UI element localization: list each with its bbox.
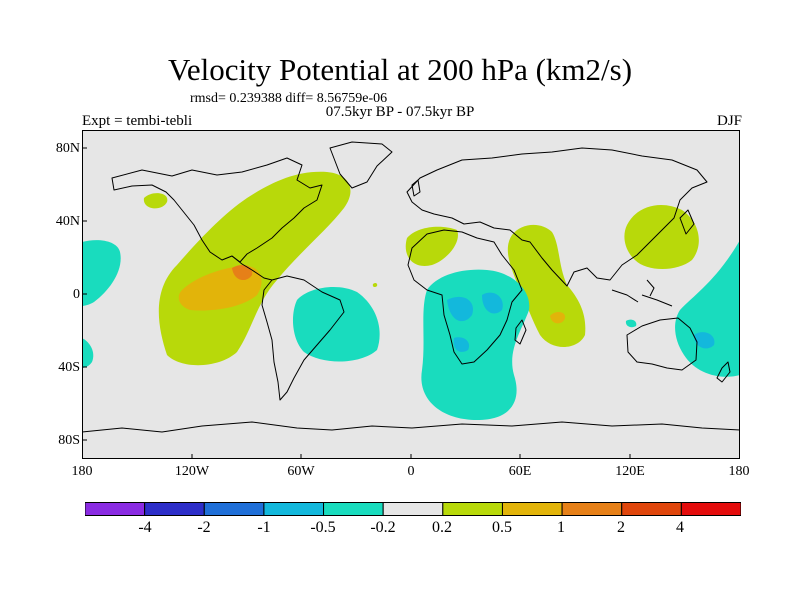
colorbar-box-2 xyxy=(203,502,265,516)
lon-label-60e: 60E xyxy=(508,464,532,479)
lon-label-0: 0 xyxy=(407,464,415,479)
coastline-greenland xyxy=(329,141,393,189)
colorbar-label-4: 4 xyxy=(676,519,684,536)
colorbar-box-3 xyxy=(263,502,325,516)
colorbar-box-0 xyxy=(85,502,146,516)
anomaly-region-south-america xyxy=(292,286,380,362)
coastline-maritime-continent xyxy=(611,279,673,307)
colorbar-box-8 xyxy=(561,502,623,516)
lat-label-80s: 80S xyxy=(58,433,80,448)
coastline-south-america xyxy=(261,275,345,401)
colorbar-box-1 xyxy=(144,502,205,516)
colorbar-label-0-5: 0.5 xyxy=(492,519,512,536)
colorbar-label-neg0-5: -0.5 xyxy=(310,519,336,536)
lat-label-0: 0 xyxy=(73,287,80,302)
colorbar-label-neg0-2: -0.2 xyxy=(370,519,396,536)
colorbar-box-7 xyxy=(501,502,563,516)
colorbar-label-neg4: -4 xyxy=(138,519,152,536)
coastline-uk xyxy=(411,179,421,197)
coastline-africa xyxy=(407,229,523,365)
coastline-north-america xyxy=(111,157,323,263)
anomaly-region-africa-south xyxy=(453,337,470,352)
coastline-japan xyxy=(679,209,695,235)
map-title: Velocity Potential at 200 hPa (km2/s) xyxy=(167,52,633,87)
anomaly-region-central-america-core xyxy=(232,264,253,281)
colorbar xyxy=(85,502,741,516)
colorbar-box-9 xyxy=(621,502,682,516)
colorbar-box-4 xyxy=(323,502,384,516)
lon-label-180w: 180 xyxy=(71,464,93,479)
anomaly-region-east-asia xyxy=(624,205,699,269)
anomaly-region-west-edge xyxy=(82,338,94,368)
coastline-antarctica xyxy=(82,421,740,433)
experiment-label: Expt = tembi-tebli xyxy=(82,113,193,129)
lon-label-120e: 120E xyxy=(615,464,645,479)
colorbar-label-0-2: 0.2 xyxy=(432,519,452,536)
anomaly-region-madagascar xyxy=(482,292,503,314)
lat-label-40s: 40S xyxy=(58,360,80,375)
colorbar-box-10 xyxy=(680,502,741,516)
anomaly-region-sahara xyxy=(405,226,458,266)
lat-label-80n: 80N xyxy=(55,141,80,156)
coastline-madagascar xyxy=(514,319,527,345)
anomaly-region-australia-core xyxy=(694,332,715,349)
coastline-gulf-caribbean xyxy=(231,255,273,281)
anomaly-region-africa-core xyxy=(447,296,473,322)
colorbar-box-5 xyxy=(382,502,444,516)
coastlines xyxy=(82,141,740,433)
anomaly-region-africa xyxy=(421,269,530,420)
lon-label-60w: 60W xyxy=(287,464,315,479)
colorbar-label-2: 2 xyxy=(617,519,625,536)
coastline-new-zealand xyxy=(716,361,731,383)
season-label: DJF xyxy=(716,113,742,129)
coastline-eurasia xyxy=(406,147,708,287)
velocity-potential-map xyxy=(82,130,740,459)
lon-label-120w: 120W xyxy=(174,464,210,479)
colorbar-label-neg2: -2 xyxy=(197,519,211,536)
coastline-australia xyxy=(626,317,698,371)
anomaly-region-indonesia-dot xyxy=(625,319,637,328)
map-frame xyxy=(82,130,740,459)
period-label: 07.5kyr BP - 07.5kyr BP xyxy=(325,104,475,120)
colorbar-label-neg1: -1 xyxy=(257,519,271,536)
colorbar-label-1: 1 xyxy=(557,519,565,536)
colorbar-box-6 xyxy=(442,502,503,516)
anomaly-region-pacific-small xyxy=(143,193,168,209)
rmsd-diff-stats: rmsd= 0.239388 diff= 8.56759e-06 xyxy=(190,91,388,106)
lat-label-40n: 40N xyxy=(55,214,80,229)
anomaly-region-indian-ocean xyxy=(507,224,586,348)
anomaly-region-west-pacific xyxy=(675,240,740,377)
lon-label-180e: 180 xyxy=(728,464,750,479)
anomaly-region-east-pacific xyxy=(82,240,121,306)
anomaly-region-indian-ocean-core xyxy=(550,312,566,324)
anomaly-region-atlantic-dot xyxy=(372,282,378,288)
